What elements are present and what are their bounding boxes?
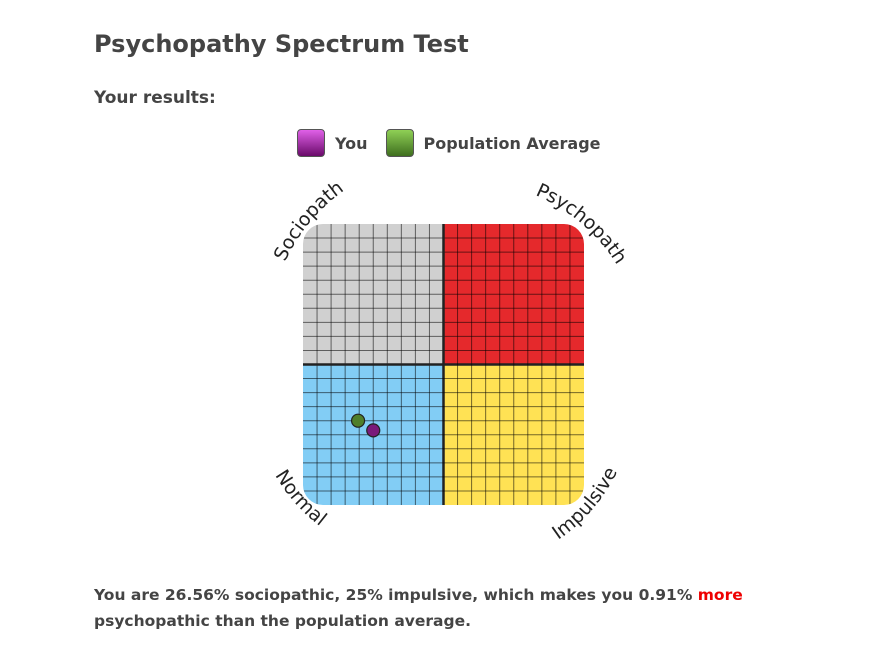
result-text: You are 26.56% sociopathic, 25% impulsiv… (94, 582, 794, 634)
you-marker (366, 423, 381, 438)
population-swatch (385, 129, 414, 157)
page-title: Psychopathy Spectrum Test (94, 30, 469, 58)
results-heading: Your results: (94, 88, 216, 108)
result-part1: You are 26.56% sociopathic, 25% impulsiv… (94, 586, 698, 604)
result-part2: psychopathic than the population average… (94, 612, 472, 630)
population-marker (350, 413, 366, 428)
legend-population: Population Average (423, 133, 601, 153)
legend: You Population Average (297, 129, 601, 157)
you-swatch (297, 129, 325, 157)
result-more: more (697, 586, 743, 604)
legend-you: You (335, 133, 368, 153)
